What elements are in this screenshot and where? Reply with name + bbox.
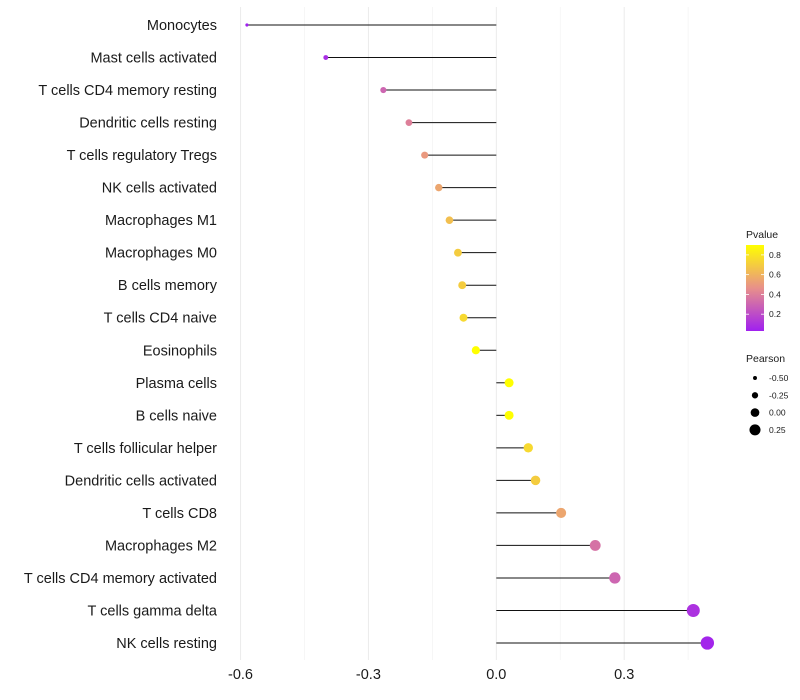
dot-macrophages-m2 — [589, 539, 601, 551]
dot-b-cells-memory — [458, 281, 467, 290]
legend-pvalue-tick-label: 0.4 — [769, 289, 781, 299]
y-label-t-cells-cd4-memory-activated: T cells CD4 memory activated — [24, 571, 217, 587]
legend: Pvalue 0.8 0.6 0.4 0.2 Pearson -0.50 -0.25 0.… — [746, 229, 789, 436]
legend-pearson-label: -0.25 — [769, 390, 789, 400]
dot-t-cells-follicular-helper — [523, 443, 533, 453]
legend-pearson-label: 0.25 — [769, 425, 786, 435]
legend-pvalue-tick-label: 0.2 — [769, 309, 781, 319]
legend-pearson-dot — [753, 376, 757, 380]
dot-mast-cells-activated — [323, 55, 329, 60]
y-label-monocytes: Monocytes — [147, 18, 217, 34]
y-label-t-cells-cd8: T cells CD8 — [142, 506, 217, 522]
dot-t-cells-regulatory-tregs — [421, 151, 429, 159]
grid-lines — [240, 7, 689, 660]
y-label-dendritic-cells-resting: Dendritic cells resting — [79, 116, 217, 132]
y-label-b-cells-naive: B cells naive — [136, 408, 217, 424]
y-label-t-cells-cd4-memory-resting: T cells CD4 memory resting — [38, 83, 217, 99]
y-label-b-cells-memory: B cells memory — [118, 278, 218, 294]
y-label-t-cells-gamma-delta: T cells gamma delta — [88, 603, 218, 619]
legend-pearson-dot — [751, 392, 759, 399]
y-axis-labels: Monocytes Mast cells activated T cells CD4… — [24, 18, 218, 652]
dot-t-cells-gamma-delta — [686, 603, 700, 617]
dot-macrophages-m0 — [454, 248, 462, 257]
x-tick-label: -0.3 — [356, 667, 381, 683]
dot-eosinophils — [471, 346, 480, 355]
dot-macrophages-m1 — [445, 216, 454, 224]
y-label-t-cells-regulatory-tregs: T cells regulatory Tregs — [67, 148, 217, 164]
dot-t-cells-cd8 — [556, 507, 567, 518]
dot-dendritic-cells-resting — [405, 119, 413, 126]
y-label-macrophages-m0: Macrophages M0 — [105, 246, 217, 262]
x-axis-tick-labels: -0.6 -0.3 0.0 0.3 — [228, 667, 634, 683]
y-label-plasma-cells: Plasma cells — [136, 376, 217, 392]
y-label-macrophages-m2: Macrophages M2 — [105, 538, 217, 554]
dot-plasma-cells — [504, 378, 514, 388]
y-label-t-cells-cd4-naive: T cells CD4 naive — [104, 311, 217, 327]
x-tick-label: 0.0 — [486, 667, 506, 683]
dot-t-cells-cd4-memory-resting — [380, 86, 387, 94]
legend-pvalue-colorbar — [746, 245, 764, 331]
x-tick-label: 0.3 — [614, 667, 634, 683]
lollipop-stems — [246, 24, 708, 644]
legend-pvalue-title: Pvalue — [746, 229, 778, 241]
legend-pearson-label: 0.00 — [769, 408, 786, 418]
legend-pvalue-ticks: 0.8 0.6 0.4 0.2 — [746, 250, 781, 319]
y-label-macrophages-m1: Macrophages M1 — [105, 213, 217, 229]
dot-t-cells-cd4-naive — [459, 313, 468, 322]
legend-pearson-label: -0.50 — [769, 373, 789, 383]
y-label-nk-cells-resting: NK cells resting — [116, 636, 217, 652]
y-label-dendritic-cells-activated: Dendritic cells activated — [65, 473, 217, 489]
y-label-mast-cells-activated: Mast cells activated — [90, 51, 217, 67]
x-tick-label: -0.6 — [228, 667, 253, 683]
y-label-t-cells-follicular-helper: T cells follicular helper — [74, 441, 217, 457]
dot-t-cells-cd4-memory-activated — [609, 572, 621, 584]
dot-dendritic-cells-activated — [530, 475, 541, 486]
legend-pearson-title: Pearson — [746, 353, 785, 365]
legend-pearson-items: -0.50 -0.25 0.00 0.25 — [749, 373, 789, 436]
dot-b-cells-naive — [504, 410, 514, 420]
legend-pvalue-tick-label: 0.8 — [769, 250, 781, 260]
dot-monocytes — [245, 23, 249, 27]
legend-pearson-dot — [750, 408, 760, 417]
y-label-eosinophils: Eosinophils — [143, 343, 217, 359]
y-label-nk-cells-activated: NK cells activated — [102, 181, 217, 197]
legend-pearson-dot — [749, 424, 761, 436]
dot-nk-cells-activated — [435, 183, 443, 192]
legend-pvalue-tick-label: 0.6 — [769, 270, 781, 280]
lollipop-dots — [245, 23, 715, 650]
dot-nk-cells-resting — [700, 636, 715, 650]
